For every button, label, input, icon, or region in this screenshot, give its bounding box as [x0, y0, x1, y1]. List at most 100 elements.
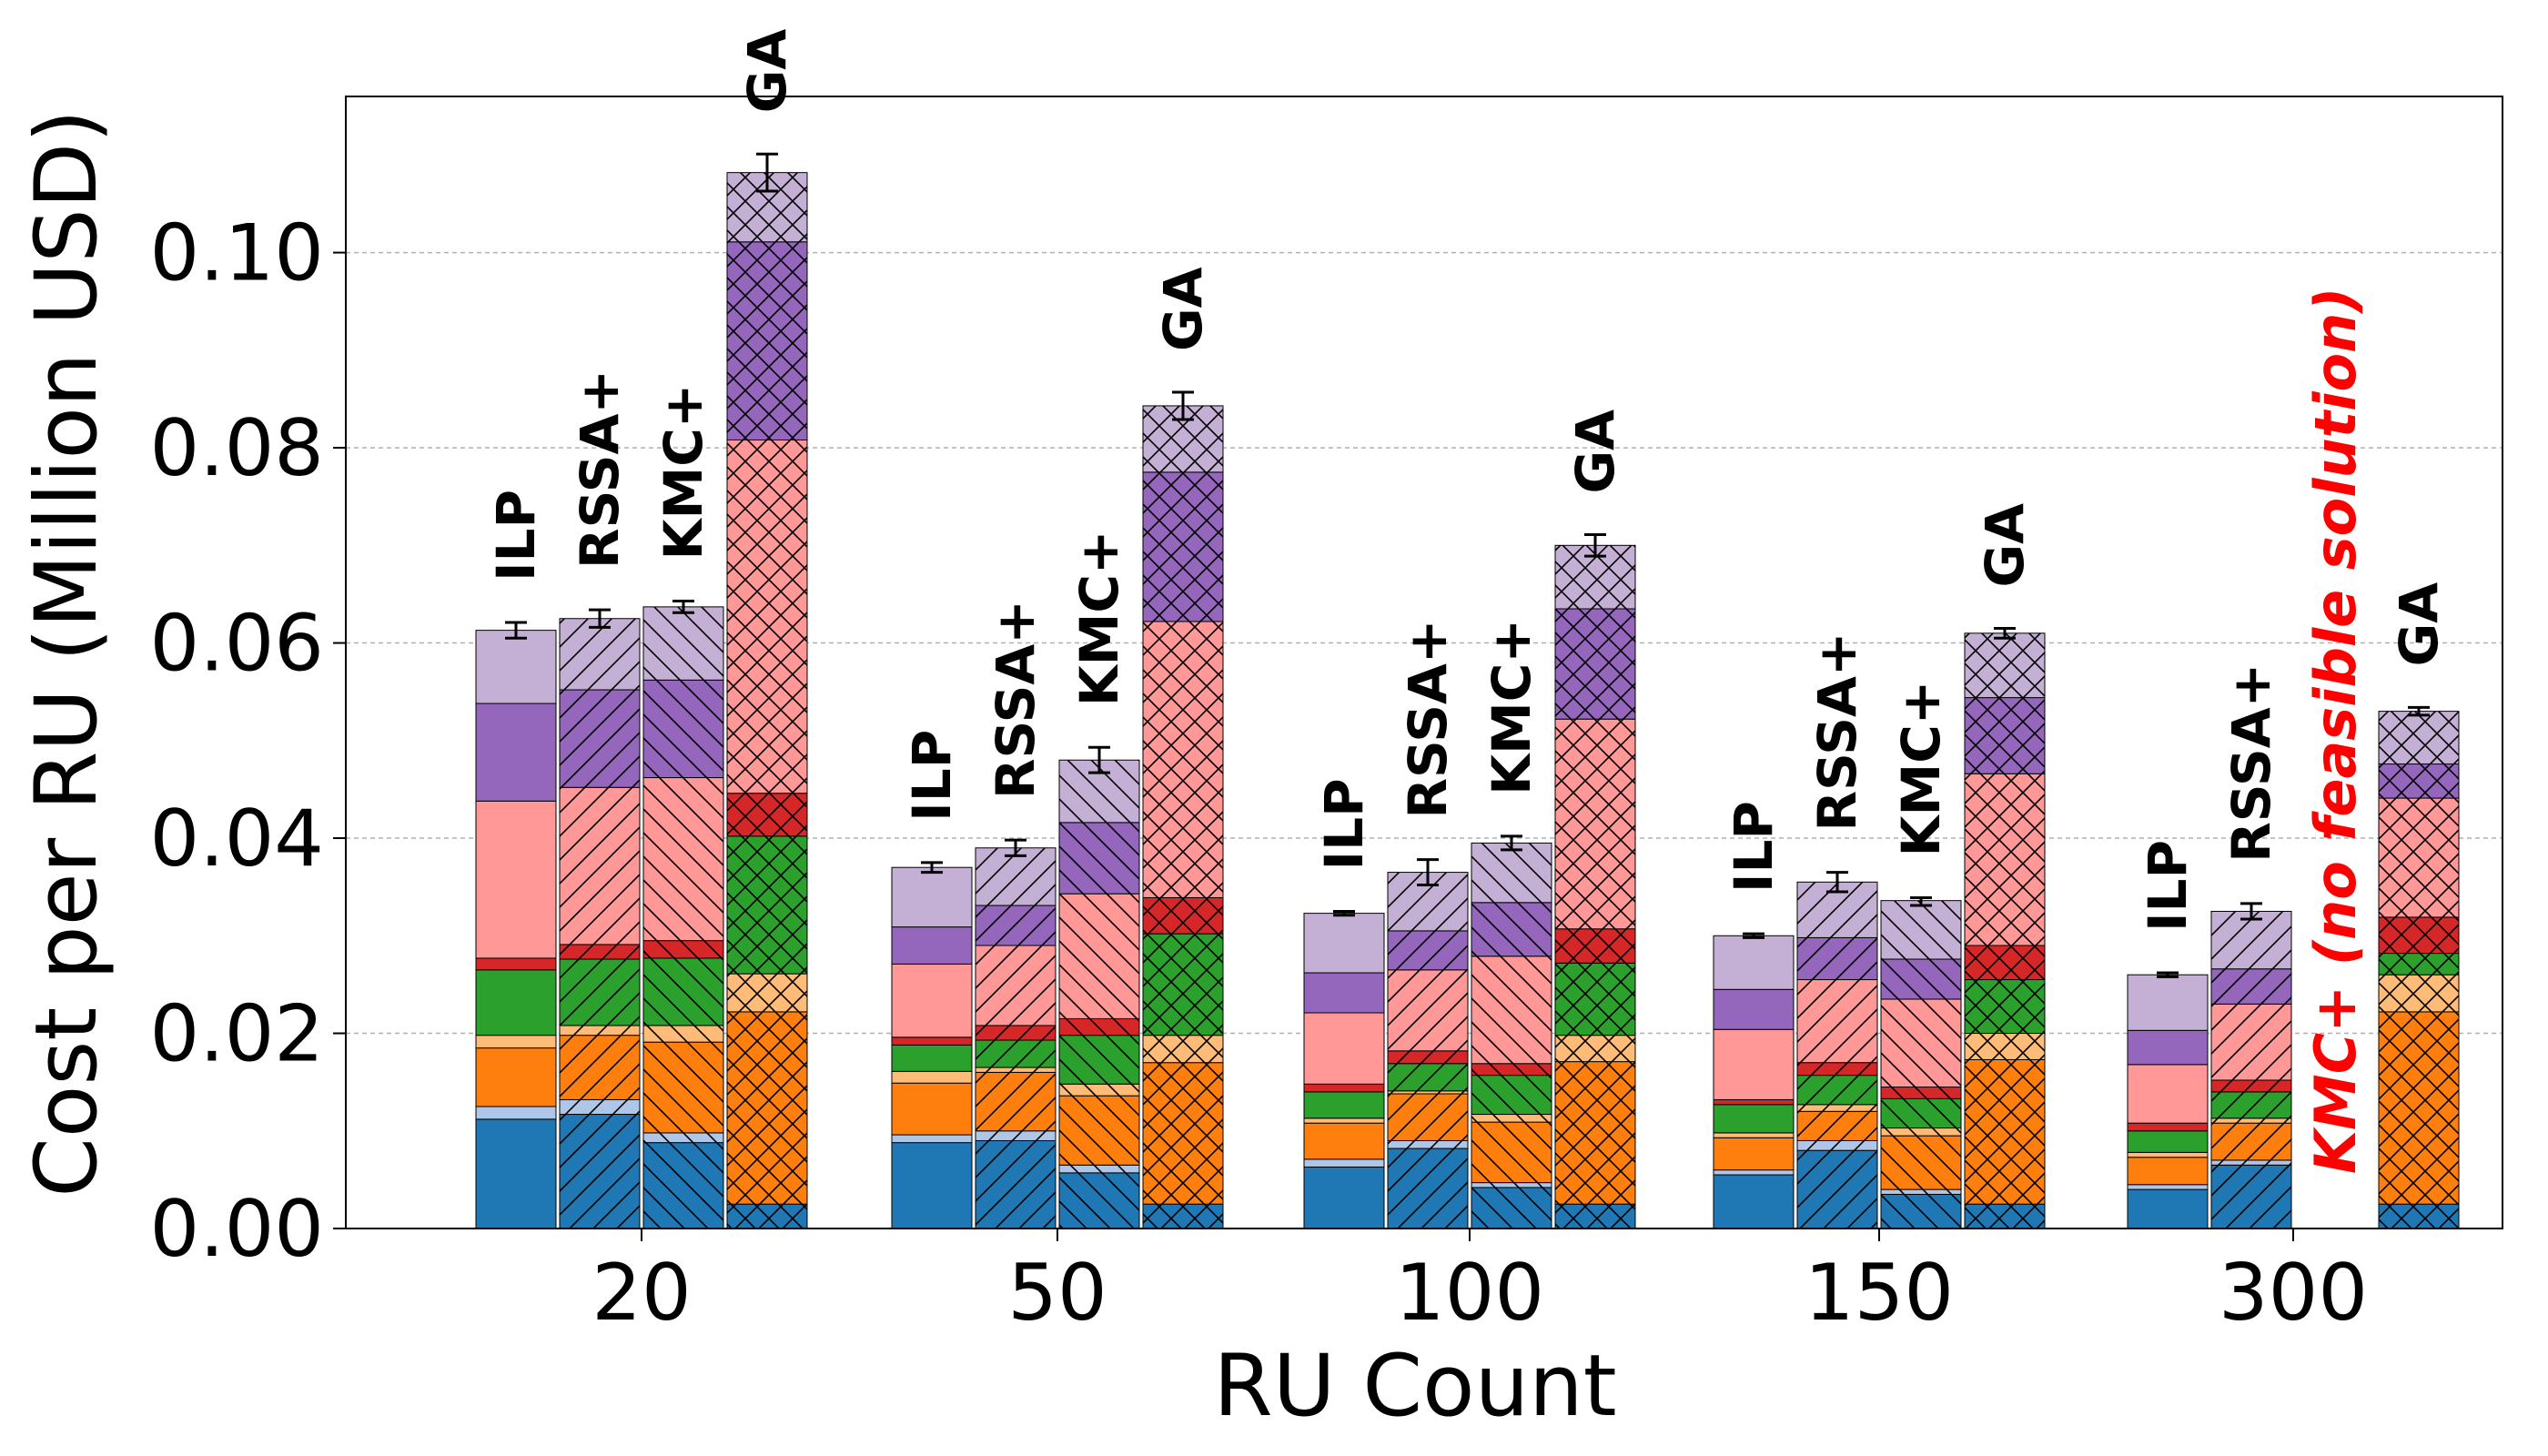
bar-hatch [727, 974, 807, 1012]
bar-segment [891, 1142, 973, 1229]
bar-segment [2127, 1122, 2209, 1132]
x-axis-title: RU Count [1213, 1337, 1616, 1436]
bar-segment [1303, 1012, 1385, 1085]
bar-hatch [643, 680, 723, 778]
bar-hatch [2211, 1165, 2291, 1228]
method-label: RSSA+ [1397, 620, 1459, 819]
method-label: GA [1564, 410, 1626, 494]
bar-segment [475, 800, 557, 959]
bar-hatch [1881, 1127, 1961, 1137]
bar-segment [891, 866, 973, 928]
bar-hatch [2211, 911, 2291, 969]
bar-hatch [1388, 1140, 1468, 1149]
bar-segment [891, 1082, 973, 1136]
bar-hatch [1471, 1075, 1552, 1115]
bar-hatch [1965, 1033, 2045, 1060]
bar-segment [1713, 1174, 1795, 1229]
bar-hatch [1388, 1050, 1468, 1064]
y-tick-label: 0.00 [150, 1184, 324, 1275]
bar-hatch [1881, 1189, 1961, 1195]
bar-hatch [560, 787, 640, 945]
bar-hatch [1965, 1204, 2045, 1228]
bar-hatch [1965, 979, 2045, 1034]
bar-segment [475, 1118, 557, 1229]
bar-segment [891, 1134, 973, 1144]
method-label: ILP [1723, 801, 1785, 893]
method-label: ILP [2137, 840, 2199, 932]
bar-hatch [1059, 1172, 1139, 1228]
bar-hatch [560, 1025, 640, 1036]
bar-hatch [727, 1011, 807, 1205]
bar-hatch [1059, 1084, 1139, 1097]
bar-hatch [976, 1130, 1056, 1141]
bar-hatch [727, 241, 807, 440]
bar-hatch [1797, 979, 1877, 1063]
method-label: KMC+ [1068, 530, 1130, 706]
bar-hatch [643, 606, 723, 681]
bar-hatch [1388, 930, 1468, 970]
bar-segment [1713, 1098, 1795, 1106]
x-tick-label: 100 [1395, 1248, 1544, 1339]
method-label: KMC+ [652, 384, 714, 561]
bar-hatch [1388, 1094, 1468, 1141]
bar-hatch [643, 940, 723, 958]
bar-hatch [1965, 1059, 2045, 1205]
bar-hatch [1555, 928, 1635, 964]
bar-hatch [976, 905, 1056, 945]
bar-hatch [1143, 934, 1223, 1036]
y-tick-label: 0.08 [150, 403, 324, 494]
bar-hatch [1555, 963, 1635, 1036]
bar-hatch [1965, 697, 2045, 774]
bar-segment [2127, 1130, 2209, 1153]
bar-hatch [2379, 1011, 2459, 1205]
bar-hatch [560, 1114, 640, 1228]
method-label: ILP [901, 730, 963, 822]
y-tick-label: 0.02 [150, 989, 324, 1080]
bar-hatch [727, 835, 807, 975]
bar-hatch [1881, 959, 1961, 999]
bar-segment [1713, 935, 1795, 990]
bar-hatch [1143, 897, 1223, 935]
bar-segment [891, 1044, 973, 1072]
bar-segment [1303, 1117, 1385, 1124]
bar-hatch [1797, 1104, 1877, 1112]
bar-hatch [643, 1132, 723, 1143]
bar-hatch [2211, 1004, 2291, 1080]
bar-segment [2127, 1157, 2209, 1186]
method-label: ILP [1313, 778, 1375, 870]
x-tick-label: 20 [592, 1248, 691, 1339]
bar-hatch [2211, 1159, 2291, 1166]
bar-hatch [1143, 621, 1223, 898]
bar-hatch [976, 1040, 1056, 1068]
bar-segment [1713, 1169, 1795, 1176]
bar-hatch [1555, 609, 1635, 720]
bar-segment [475, 1035, 557, 1049]
bar-segment [1303, 972, 1385, 1014]
bar-hatch [1059, 1018, 1139, 1036]
bar-segment [1303, 1166, 1385, 1229]
bar-segment [475, 1106, 557, 1120]
bar-hatch [643, 1025, 723, 1043]
bar-hatch [1059, 894, 1139, 1019]
method-label: GA [2388, 582, 2450, 667]
bar-hatch [1388, 1063, 1468, 1091]
bar-hatch [976, 1072, 1056, 1131]
axes: 0.00 0.02 0.04 0.06 0.08 0.10 20 50 100 150 300 RU … [17, 109, 2368, 1436]
bar-segment [1303, 1122, 1385, 1160]
bar-segment [891, 1036, 973, 1046]
x-tick-label: 50 [1007, 1248, 1107, 1339]
bar-hatch [1881, 1087, 1961, 1099]
bar-hatch [727, 1204, 807, 1228]
bar-hatch [1059, 822, 1139, 895]
bar-hatch [560, 1035, 640, 1100]
bar-hatch [1388, 969, 1468, 1051]
bar-hatch [1965, 632, 2045, 698]
bar-hatch [1471, 1187, 1552, 1228]
bar-segment [475, 1047, 557, 1107]
bar-hatch [1471, 1114, 1552, 1123]
method-labels: ILP RSSA+ KMC+ GA ILP RSSA+ KMC+ GA ILP RSSA+ KMC+… [485, 29, 2450, 1174]
bar-hatch [727, 793, 807, 836]
bar-segment [891, 926, 973, 965]
bar-hatch [2211, 968, 2291, 1005]
